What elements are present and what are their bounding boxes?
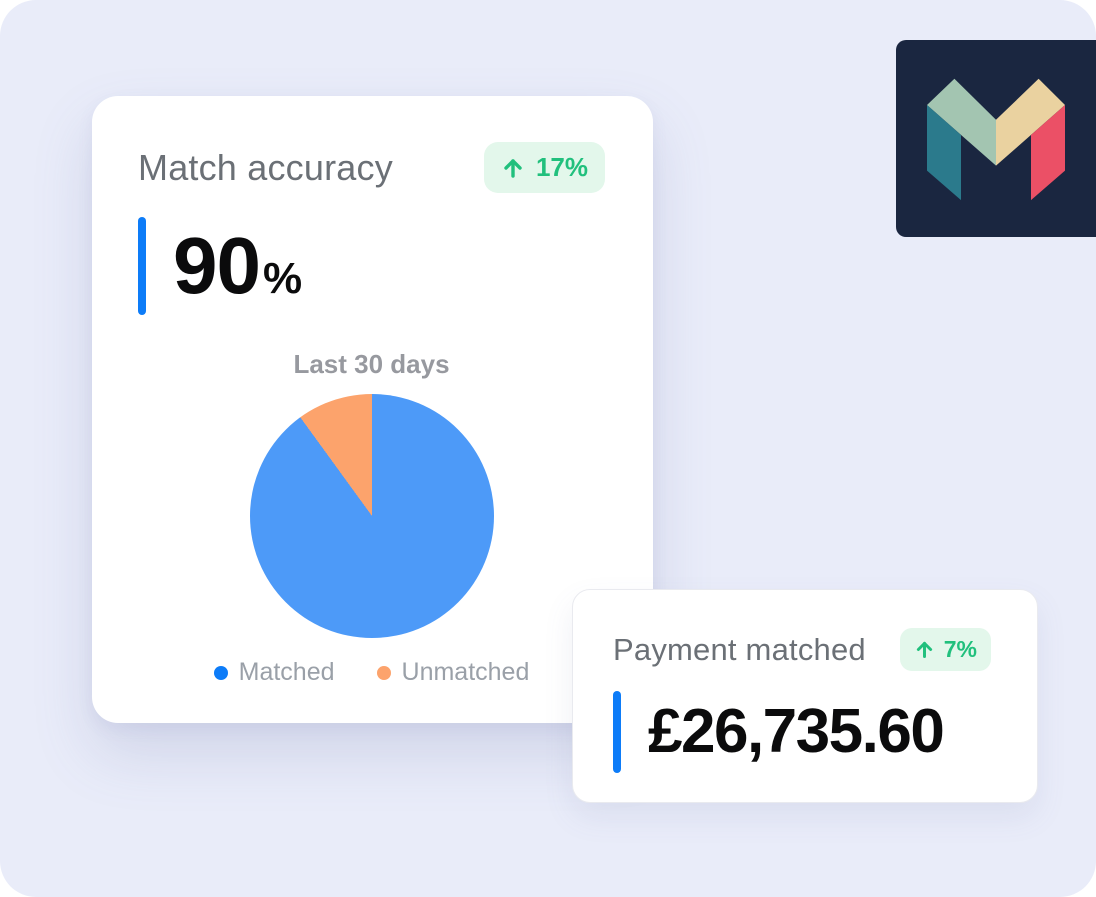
matched-dot-icon [213, 665, 228, 680]
pie-chart [249, 394, 494, 638]
accent-bar [138, 217, 146, 315]
match-stat-row: 90 % [138, 217, 605, 315]
monzo-logo [896, 40, 1096, 237]
arrow-up-icon [914, 639, 935, 660]
payment-trend-badge: 7% [899, 628, 991, 671]
payment-stat-row: £26,735.60 [613, 691, 991, 773]
match-card-title: Match accuracy [138, 146, 393, 188]
match-trend-badge: 17% [483, 142, 605, 193]
pie-chart-title: Last 30 days [293, 349, 450, 379]
match-card-header: Match accuracy 17% [138, 142, 605, 193]
payment-card-title: Payment matched [613, 631, 866, 667]
pie-legend: Matched Unmatched [138, 658, 605, 687]
monzo-m-icon [927, 78, 1065, 201]
match-stat-number: 90 [173, 221, 261, 310]
legend-label-unmatched: Unmatched [401, 658, 530, 686]
legend-label-matched: Matched [238, 658, 335, 686]
legend-item-matched: Matched [213, 658, 335, 687]
payment-trend-value: 7% [943, 636, 977, 662]
match-accuracy-card: Match accuracy 17% 90 % Last 30 days [92, 96, 653, 723]
payment-stat-value: £26,735.60 [648, 697, 945, 766]
payment-stat-number: £26,735.60 [648, 697, 945, 766]
match-trend-value: 17% [535, 152, 588, 182]
payment-card-header: Payment matched 7% [613, 628, 991, 671]
unmatched-dot-icon [376, 665, 391, 680]
match-stat-value: 90 % [173, 221, 302, 310]
pie-section: Last 30 days Matched Unmatched [138, 349, 605, 687]
legend-item-unmatched: Unmatched [376, 658, 530, 687]
arrow-up-icon [501, 156, 525, 180]
accent-bar [613, 691, 621, 773]
payment-matched-card: Payment matched 7% £26,735.60 [572, 589, 1038, 803]
match-stat-unit: % [262, 254, 302, 303]
